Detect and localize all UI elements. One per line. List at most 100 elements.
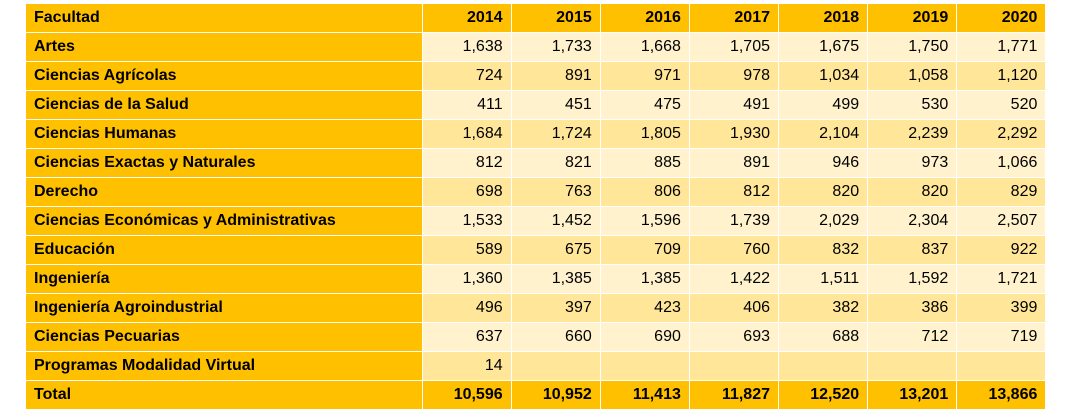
value-cell: 1,739 bbox=[689, 206, 780, 236]
total-value: 13,201 bbox=[867, 380, 958, 410]
value-cell: 698 bbox=[422, 177, 512, 207]
value-cell: 675 bbox=[511, 235, 601, 265]
faculty-name: Ingeniería bbox=[26, 264, 423, 294]
value-cell: 1,360 bbox=[422, 264, 512, 294]
value-cell: 829 bbox=[956, 177, 1047, 207]
value-cell: 1,034 bbox=[778, 61, 869, 91]
header-year: 2014 bbox=[422, 4, 512, 33]
value-cell: 520 bbox=[956, 90, 1047, 120]
header-row: Facultad 2014 2015 2016 2017 2018 2019 2… bbox=[26, 4, 1047, 33]
value-cell: 709 bbox=[600, 235, 690, 265]
table-row: Ciencias Humanas 1,684 1,724 1,805 1,930 2,10… bbox=[26, 119, 1047, 149]
value-cell: 693 bbox=[689, 322, 780, 352]
value-cell: 2,104 bbox=[778, 119, 869, 149]
value-cell: 475 bbox=[600, 90, 690, 120]
value-cell: 399 bbox=[956, 293, 1047, 323]
value-cell: 397 bbox=[511, 293, 601, 323]
value-cell: 891 bbox=[511, 61, 601, 91]
value-cell: 1,750 bbox=[867, 32, 958, 62]
faculty-name: Ciencias Pecuarias bbox=[26, 322, 423, 352]
value-cell: 812 bbox=[422, 148, 512, 178]
value-cell: 1,058 bbox=[867, 61, 958, 91]
value-cell: 499 bbox=[778, 90, 869, 120]
table-row: Derecho 698 763 806 812 820 820 829 bbox=[26, 177, 1047, 207]
faculty-name: Ciencias Exactas y Naturales bbox=[26, 148, 423, 178]
value-cell: 1,771 bbox=[956, 32, 1047, 62]
value-cell: 1,596 bbox=[600, 206, 690, 236]
faculty-name: Artes bbox=[26, 32, 423, 62]
table-row: Ciencias Exactas y Naturales 812 821 885 891… bbox=[26, 148, 1047, 178]
faculty-name: Ciencias de la Salud bbox=[26, 90, 423, 120]
value-cell: 1,638 bbox=[422, 32, 512, 62]
table-row: Ingeniería Agroindustrial 496 397 423 406 382… bbox=[26, 293, 1047, 323]
value-cell: 688 bbox=[778, 322, 869, 352]
value-cell: 496 bbox=[422, 293, 512, 323]
value-cell: 712 bbox=[867, 322, 958, 352]
value-cell: 2,029 bbox=[778, 206, 869, 236]
total-value: 11,827 bbox=[689, 380, 780, 410]
value-cell: 1,452 bbox=[511, 206, 601, 236]
value-cell: 1,066 bbox=[956, 148, 1047, 178]
value-cell: 1,675 bbox=[778, 32, 869, 62]
value-cell: 891 bbox=[689, 148, 780, 178]
value-cell bbox=[689, 351, 780, 381]
value-cell: 589 bbox=[422, 235, 512, 265]
value-cell: 423 bbox=[600, 293, 690, 323]
value-cell: 1,511 bbox=[778, 264, 869, 294]
faculty-name: Ingeniería Agroindustrial bbox=[26, 293, 423, 323]
total-value: 10,596 bbox=[422, 380, 512, 410]
total-label: Total bbox=[26, 380, 423, 410]
table-row: Ciencias de la Salud 411 451 475 491 499 530 52… bbox=[26, 90, 1047, 120]
value-cell: 386 bbox=[867, 293, 958, 323]
value-cell: 1,733 bbox=[511, 32, 601, 62]
faculty-name: Educación bbox=[26, 235, 423, 265]
faculty-name: Derecho bbox=[26, 177, 423, 207]
value-cell: 973 bbox=[867, 148, 958, 178]
value-cell: 820 bbox=[778, 177, 869, 207]
total-value: 11,413 bbox=[600, 380, 690, 410]
value-cell bbox=[600, 351, 690, 381]
value-cell bbox=[778, 351, 869, 381]
header-year: 2015 bbox=[511, 4, 601, 33]
table-row: Artes 1,638 1,733 1,668 1,705 1,675 1,750 1,771 bbox=[26, 32, 1047, 62]
faculty-name: Ciencias Económicas y Administrativas bbox=[26, 206, 423, 236]
value-cell: 1,668 bbox=[600, 32, 690, 62]
value-cell: 1,724 bbox=[511, 119, 601, 149]
value-cell: 411 bbox=[422, 90, 512, 120]
value-cell: 1,592 bbox=[867, 264, 958, 294]
value-cell: 763 bbox=[511, 177, 601, 207]
value-cell: 1,805 bbox=[600, 119, 690, 149]
value-cell: 491 bbox=[689, 90, 780, 120]
value-cell: 406 bbox=[689, 293, 780, 323]
table-row: Programas Modalidad Virtual 14 bbox=[26, 351, 1047, 381]
value-cell: 971 bbox=[600, 61, 690, 91]
value-cell: 821 bbox=[511, 148, 601, 178]
value-cell: 978 bbox=[689, 61, 780, 91]
value-cell bbox=[867, 351, 958, 381]
value-cell: 806 bbox=[600, 177, 690, 207]
total-value: 12,520 bbox=[778, 380, 869, 410]
value-cell: 1,385 bbox=[511, 264, 601, 294]
value-cell: 832 bbox=[778, 235, 869, 265]
total-value: 10,952 bbox=[511, 380, 601, 410]
value-cell bbox=[511, 351, 601, 381]
table-row: Ciencias Agrícolas 724 891 971 978 1,034 1,058… bbox=[26, 61, 1047, 91]
value-cell: 2,292 bbox=[956, 119, 1047, 149]
value-cell: 922 bbox=[956, 235, 1047, 265]
value-cell: 530 bbox=[867, 90, 958, 120]
header-year: 2018 bbox=[778, 4, 869, 33]
value-cell: 812 bbox=[689, 177, 780, 207]
table-row: Ciencias Pecuarias 637 660 690 693 688 712 719 bbox=[26, 322, 1047, 352]
value-cell: 1,930 bbox=[689, 119, 780, 149]
total-value: 13,866 bbox=[956, 380, 1047, 410]
value-cell: 1,422 bbox=[689, 264, 780, 294]
total-row: Total 10,596 10,952 11,413 11,827 12,520… bbox=[26, 380, 1047, 410]
value-cell: 946 bbox=[778, 148, 869, 178]
header-facultad: Facultad bbox=[26, 4, 423, 33]
value-cell: 660 bbox=[511, 322, 601, 352]
value-cell: 2,507 bbox=[956, 206, 1047, 236]
table-body: Artes 1,638 1,733 1,668 1,705 1,675 1,750 1,771… bbox=[26, 32, 1047, 381]
table-row: Ingeniería 1,360 1,385 1,385 1,422 1,511 1,592… bbox=[26, 264, 1047, 294]
value-cell: 719 bbox=[956, 322, 1047, 352]
value-cell: 637 bbox=[422, 322, 512, 352]
